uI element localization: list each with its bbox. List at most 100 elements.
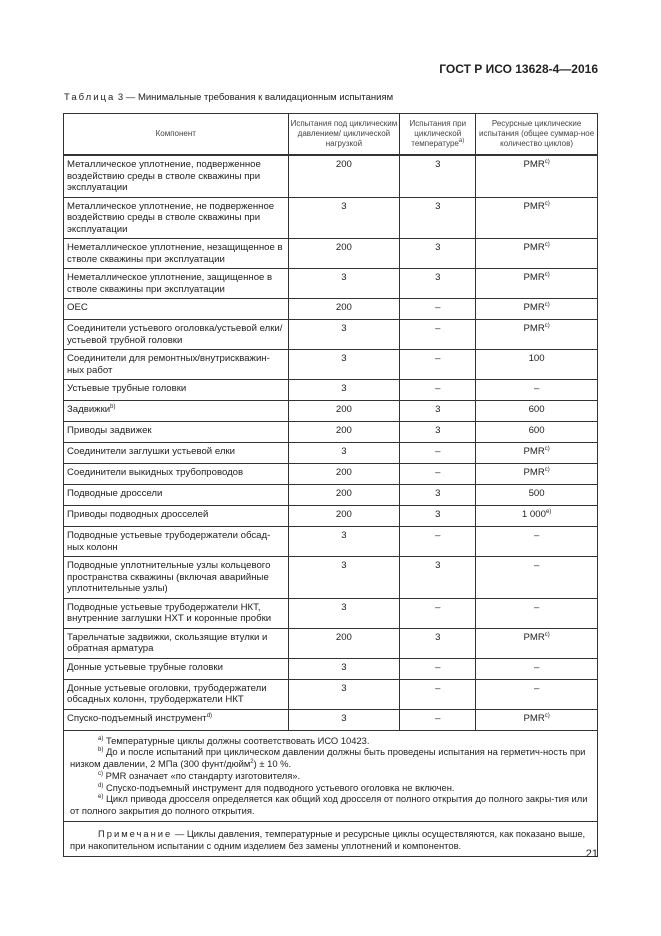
temperature-cycles-cell: 3 bbox=[399, 238, 477, 269]
table-row: Соединители устьевого оголовка/устьевой … bbox=[63, 319, 598, 350]
table-row: Подводные устьевые трубодержатели НКТ, в… bbox=[63, 597, 598, 629]
resource-value: PMR bbox=[523, 272, 545, 283]
footnote: c) PMR означает «по стандарту изготовите… bbox=[70, 770, 591, 782]
table-row: Задвижкиb) 200 3 600 bbox=[63, 400, 598, 422]
resource-value: PMR bbox=[523, 159, 545, 170]
component-name: Донные устьевые оголовки, трубодержатели… bbox=[67, 682, 267, 706]
pressure-cycles-cell: 3 bbox=[287, 379, 401, 401]
caption-text: 3 — Минимальные требования к валидационн… bbox=[115, 92, 394, 103]
component-name: Подводные устьевые трубодержатели обсад-… bbox=[67, 530, 271, 553]
resource-cycles-cell: PMRc) bbox=[475, 708, 598, 731]
footnote-ref: c) bbox=[544, 323, 550, 329]
footnote-text: PMR означает «по стандарту изготовителя»… bbox=[103, 769, 301, 781]
component-name: Соединители заглушки устьевой елки bbox=[67, 446, 235, 457]
component-name: Соединители выкидных трубопроводов bbox=[67, 467, 244, 478]
component-cell: Подводные дроссели bbox=[63, 484, 289, 506]
component-name: Неметаллическое уплотнение, незащищенное… bbox=[67, 242, 283, 265]
pressure-cycles-cell: 3 bbox=[287, 319, 401, 350]
temperature-cycles-cell: 3 bbox=[399, 196, 477, 239]
resource-value: – bbox=[533, 661, 540, 673]
temperature-cycles-cell: – bbox=[399, 597, 477, 629]
temperature-cycles-cell: – bbox=[399, 657, 477, 680]
resource-value: PMR bbox=[523, 242, 545, 253]
temperature-cycles-cell: – bbox=[399, 379, 477, 401]
resource-value: – bbox=[533, 383, 540, 394]
component-cell: Неметаллическое уплотнение, защищенное в… bbox=[63, 268, 289, 299]
temperature-cycles-cell: 3 bbox=[399, 627, 477, 659]
temperature-cycles-cell: 3 bbox=[399, 421, 477, 443]
footnote-text-tail: ) ± 10 %. bbox=[253, 758, 292, 770]
pressure-cycles-cell: 3 bbox=[287, 442, 401, 464]
document-id: ГОСТ Р ИСО 13628-4—2016 bbox=[439, 62, 598, 76]
table-row: Неметаллическое уплотнение, незащищенное… bbox=[63, 238, 598, 269]
resource-cycles-cell: PMRc) bbox=[475, 238, 598, 269]
page-number: 21 bbox=[585, 848, 598, 860]
pressure-cycles-cell: 3 bbox=[287, 657, 401, 680]
footnote-ref: c) bbox=[544, 302, 550, 308]
resource-cycles-cell: PMRc) bbox=[475, 627, 598, 659]
footnote-text: Цикл привода дросселя определяется как о… bbox=[70, 793, 588, 817]
footnotes-row: a) Температурные циклы должны соответств… bbox=[63, 729, 598, 823]
table-row: Металлическое уплотнение, не подверженно… bbox=[63, 196, 598, 239]
table-row: Приводы задвижек 200 3 600 bbox=[63, 421, 598, 443]
component-cell: Металлическое уплотнение, не подверженно… bbox=[63, 196, 289, 239]
component-name: Спуско-подъемный инструмент bbox=[67, 712, 207, 724]
resource-cycles-cell: PMRc) bbox=[475, 268, 598, 299]
component-cell: Донные устьевые трубные головки bbox=[63, 657, 289, 680]
table-note: Примечание — Циклы давления, температурн… bbox=[70, 828, 591, 852]
resource-value: PMR bbox=[523, 446, 545, 457]
footnote-mark: c) bbox=[98, 770, 103, 777]
resource-cycles-cell: PMRc) bbox=[475, 196, 598, 239]
temperature-cycles-cell: – bbox=[399, 349, 477, 380]
component-name: Приводы задвижек bbox=[67, 425, 152, 436]
pressure-cycles-cell: 200 bbox=[287, 484, 401, 506]
column-header-text: Испытания при циклической температуре bbox=[409, 119, 467, 148]
footnote-mark: e) bbox=[98, 794, 104, 801]
pressure-cycles-cell: 3 bbox=[287, 556, 401, 599]
footnote-ref: d) bbox=[206, 712, 213, 719]
temperature-cycles-cell: – bbox=[399, 678, 477, 710]
pressure-cycles-cell: 200 bbox=[287, 421, 401, 443]
footnotes-cell: a) Температурные циклы должны соответств… bbox=[63, 729, 598, 823]
footnote-ref: а) bbox=[458, 138, 465, 144]
component-cell: Соединители для ремонтных/внутрискважин-… bbox=[63, 349, 289, 380]
resource-value: PMR bbox=[523, 200, 545, 212]
pressure-cycles-cell: 3 bbox=[287, 708, 401, 731]
component-cell: Донные устьевые оголовки, трубодержатели… bbox=[63, 678, 289, 710]
temperature-cycles-cell: 3 bbox=[399, 154, 477, 198]
footnote-ref: c) bbox=[544, 446, 550, 452]
footnote: d) Спуско-подъемный инструмент для подво… bbox=[70, 782, 591, 794]
temperature-cycles-cell: – bbox=[399, 708, 477, 731]
column-header: Ресурсные циклические испытания (общее с… bbox=[475, 113, 598, 156]
component-cell: Неметаллическое уплотнение, незащищенное… bbox=[63, 238, 289, 269]
resource-value: – bbox=[533, 682, 540, 694]
resource-cycles-cell: – bbox=[475, 657, 598, 680]
footnote-text: До и после испытаний при циклическом дав… bbox=[70, 746, 586, 770]
resource-cycles-cell: – bbox=[475, 526, 598, 557]
resource-cycles-cell: 1 000e) bbox=[475, 505, 598, 527]
resource-value: 600 bbox=[528, 425, 545, 436]
table-row: Металлическое уплотнение, подверженное в… bbox=[63, 154, 598, 198]
resource-value: 100 bbox=[528, 353, 545, 364]
footnote-ref: c) bbox=[544, 272, 550, 278]
component-cell: Металлическое уплотнение, подверженное в… bbox=[63, 154, 289, 198]
footnote-ref: b) bbox=[110, 404, 116, 410]
temperature-cycles-cell: – bbox=[399, 526, 477, 557]
footnote-ref: c) bbox=[544, 200, 550, 207]
footnote-ref: c) bbox=[544, 467, 550, 473]
resource-value: PMR bbox=[523, 631, 545, 643]
temperature-cycles-cell: 3 bbox=[399, 400, 477, 422]
table-row: Донные устьевые оголовки, трубодержатели… bbox=[63, 678, 598, 710]
component-name: Металлическое уплотнение, не подверженно… bbox=[67, 200, 275, 235]
superscript: 2 bbox=[250, 759, 254, 766]
component-cell: Подводные устьевые трубодержатели НКТ, в… bbox=[63, 597, 289, 629]
temperature-cycles-cell: 3 bbox=[399, 505, 477, 527]
table-row: OEC 200– PMRc) bbox=[63, 298, 598, 320]
component-name: Задвижки bbox=[67, 404, 111, 415]
footnote-ref: c) bbox=[544, 159, 550, 165]
resource-cycles-cell: 100 bbox=[475, 349, 598, 380]
component-name: Соединители устьевого оголовка/устьевой … bbox=[67, 323, 283, 346]
temperature-cycles-cell: 3 bbox=[399, 268, 477, 299]
resource-cycles-cell: PMRc) bbox=[475, 154, 598, 198]
column-header-text: Испытания под циклическим давлением/ цик… bbox=[290, 119, 398, 148]
